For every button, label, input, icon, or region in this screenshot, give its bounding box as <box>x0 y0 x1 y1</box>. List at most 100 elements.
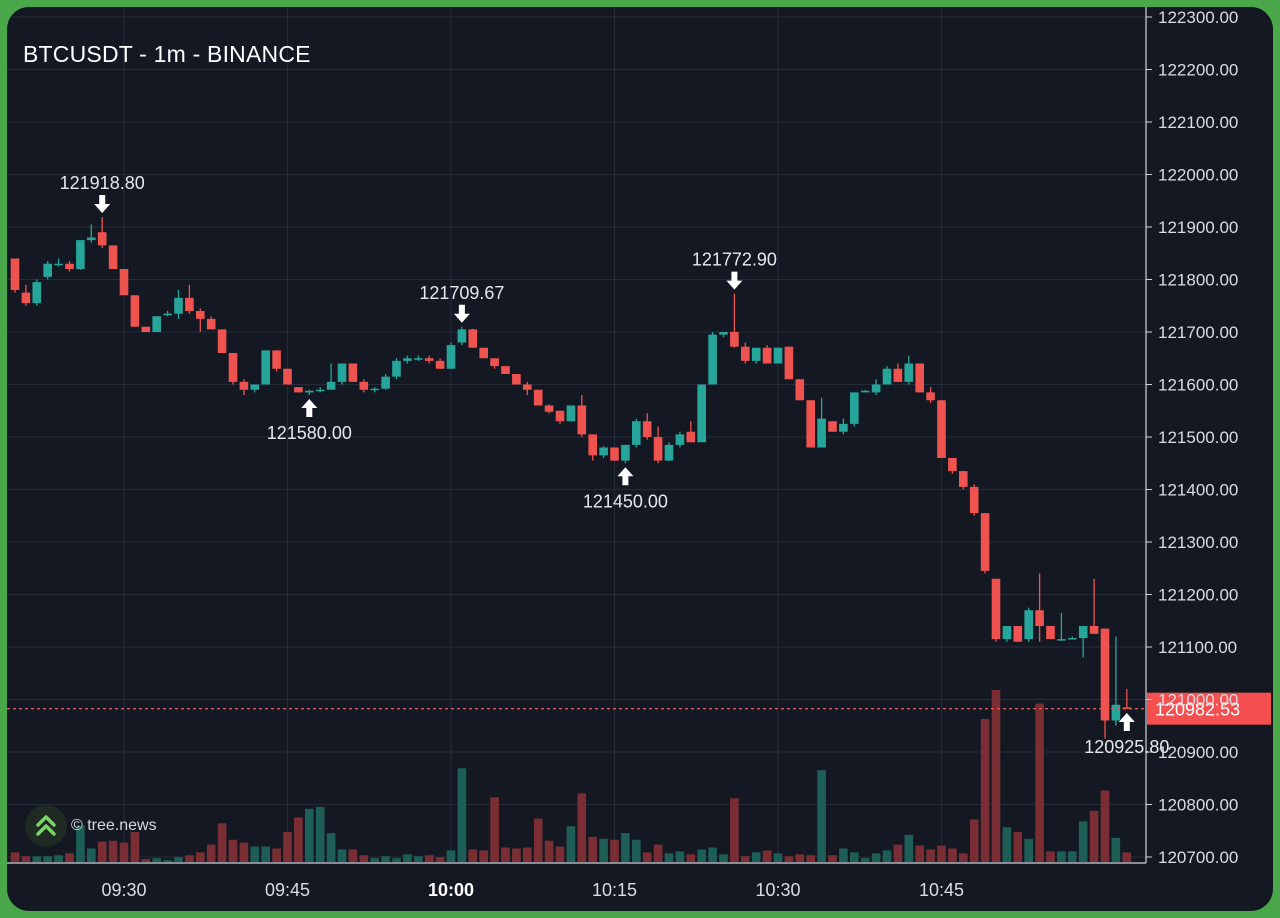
candle-body <box>730 332 739 347</box>
low-price-label: 120925.80 <box>1084 737 1169 757</box>
candle-body <box>904 363 914 382</box>
volume-bar <box>784 856 794 862</box>
candle-body <box>435 360 445 369</box>
volume-bar <box>185 855 194 862</box>
volume-bar <box>65 853 74 862</box>
last-price-badge <box>1147 692 1271 725</box>
candle-body <box>828 421 837 432</box>
volume-bar <box>795 854 805 862</box>
volume-bar <box>871 853 881 862</box>
price-annotations: 121918.80 121580.00 121709.67 121450.00 1217… <box>60 173 1170 757</box>
y-tick-label: 121800.00 <box>1158 271 1238 290</box>
volume-bar <box>97 841 107 862</box>
x-tick-label: 10:45 <box>919 880 964 900</box>
volume-bar <box>163 860 172 862</box>
volume-bar <box>1013 832 1023 862</box>
x-tick-label: 10:15 <box>592 880 637 900</box>
candle-body <box>446 345 456 369</box>
volume-bar <box>719 854 728 862</box>
candle-body <box>294 387 303 393</box>
volume-bar <box>566 826 576 862</box>
candle-body <box>1089 626 1099 634</box>
candle-body <box>348 363 358 382</box>
candle-body <box>751 347 761 361</box>
volume-bar <box>228 839 238 862</box>
candle-body <box>239 381 249 390</box>
volume-bar <box>1111 837 1121 862</box>
y-tick-label: 121200.00 <box>1158 586 1238 605</box>
candle-body <box>1013 626 1023 642</box>
last-price-label: 120982.53 <box>1155 700 1240 720</box>
y-tick-label: 121300.00 <box>1158 533 1238 552</box>
volume-bar <box>21 856 31 862</box>
candle-body <box>54 263 63 266</box>
volume-bar <box>817 770 826 862</box>
candle-body <box>839 423 848 432</box>
x-tick-label: 09:30 <box>101 880 146 900</box>
up-arrow-icon <box>617 467 634 486</box>
candle-body <box>1024 610 1033 640</box>
volume-bar <box>697 849 706 862</box>
double-chevron-up-icon <box>25 805 67 847</box>
candle-body <box>882 368 892 385</box>
volume-bar <box>468 849 478 862</box>
candle-body <box>762 347 772 364</box>
volume-bar <box>370 858 379 862</box>
volume-bar <box>773 853 783 862</box>
volume-bar <box>457 768 467 862</box>
candles <box>10 217 1132 739</box>
volume-bar <box>76 825 85 862</box>
volume-bar <box>305 808 314 862</box>
volume-bar <box>87 848 96 862</box>
x-tick-label: 10:30 <box>755 880 800 900</box>
volume-bar <box>359 855 369 862</box>
volume-bar <box>893 844 903 862</box>
volume-bar <box>1100 790 1110 862</box>
volume-bar <box>326 833 336 862</box>
y-tick-label: 122200.00 <box>1158 61 1238 80</box>
volume-bar <box>239 842 249 862</box>
volume-bar <box>54 855 63 862</box>
candle-body <box>686 431 696 443</box>
candle-body <box>392 360 401 377</box>
volume-bar <box>915 845 924 862</box>
candle-body <box>1046 626 1055 640</box>
candle-body <box>817 418 826 448</box>
y-tick-label: 122100.00 <box>1158 113 1238 132</box>
watermark-text: © tree.news <box>71 817 157 834</box>
candle-body <box>315 389 325 392</box>
volume-bar <box>512 848 521 862</box>
candle-body <box>65 263 74 269</box>
volume-bar <box>839 848 848 862</box>
candle-body <box>795 379 805 401</box>
candle-body <box>1122 707 1132 709</box>
y-tick-label: 121600.00 <box>1158 376 1238 395</box>
volume-bar <box>479 850 488 862</box>
volume-bar <box>991 690 1001 862</box>
volume-bar <box>294 817 303 862</box>
candle-body <box>1002 626 1012 640</box>
candlestick-chart[interactable]: 120982.53 121918.80121580.00121709.67121… <box>7 7 1273 911</box>
candle-body <box>43 263 52 277</box>
candle-body <box>403 358 412 361</box>
candle-body <box>1100 628 1110 721</box>
candle-body <box>337 363 347 382</box>
high-price-label: 121709.67 <box>419 283 504 303</box>
volume-bar <box>588 836 597 862</box>
candle-body <box>642 421 652 437</box>
candle-body <box>599 447 608 456</box>
down-arrow-icon <box>453 304 470 323</box>
candle-body <box>719 332 728 335</box>
volume-bar <box>217 823 227 862</box>
y-tick-label: 121500.00 <box>1158 428 1238 447</box>
candle-body <box>1078 626 1088 639</box>
candle-body <box>1111 704 1121 721</box>
axes: 120700.00 120800.00 120900.00 121000.00 1211… <box>7 7 1238 900</box>
volume-bar <box>850 852 859 862</box>
volume-bar <box>980 718 990 862</box>
down-arrow-icon <box>726 271 743 290</box>
volume-bar <box>337 849 347 862</box>
volume-bar <box>1122 852 1132 862</box>
candle-body <box>119 269 129 296</box>
volume-bar <box>686 854 696 862</box>
